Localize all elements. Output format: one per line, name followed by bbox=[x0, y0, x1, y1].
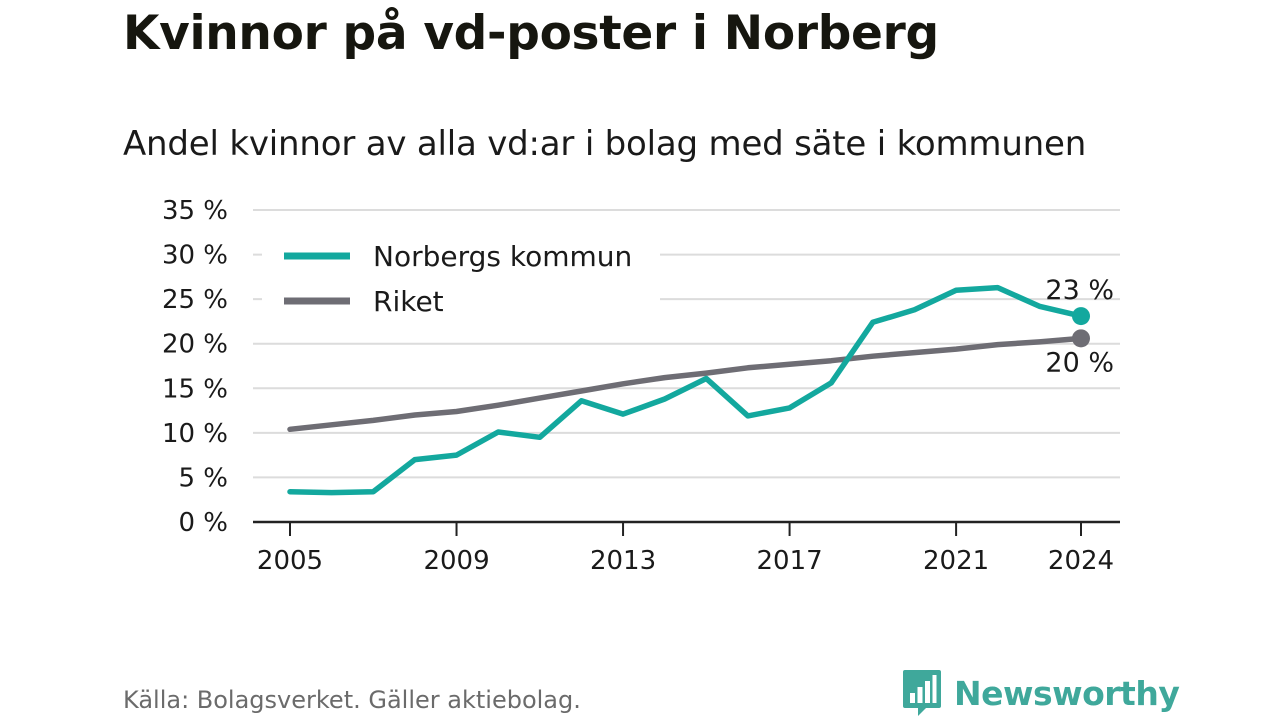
y-tick-label: 5 % bbox=[178, 463, 228, 493]
x-tick-label: 2024 bbox=[1048, 546, 1114, 576]
legend-label: Riket bbox=[373, 285, 444, 318]
y-axis-ticks: 0 % 5 % 10 % 15 % 20 % 25 % 30 % 35 % bbox=[162, 196, 228, 538]
brand-logo[interactable]: Newsworthy bbox=[902, 668, 1180, 718]
y-tick-label: 30 % bbox=[162, 241, 228, 271]
y-tick-label: 35 % bbox=[162, 196, 228, 226]
legend: Norbergs kommun Riket bbox=[262, 232, 660, 322]
series-end-point bbox=[1072, 329, 1090, 348]
y-tick-label: 15 % bbox=[162, 374, 228, 404]
series-lines bbox=[287, 284, 1090, 496]
x-tick-label: 2013 bbox=[590, 546, 656, 576]
y-tick-label: 0 % bbox=[178, 508, 228, 538]
series-end-label: 23 % bbox=[1045, 275, 1114, 306]
series-end-point bbox=[1072, 307, 1090, 326]
end-labels: 23 % 20 % bbox=[1045, 275, 1114, 378]
series-end-label: 20 % bbox=[1045, 347, 1114, 378]
source-note: Källa: Bolagsverket. Gäller aktiebolag. bbox=[123, 686, 581, 714]
brand-name: Newsworthy bbox=[954, 673, 1180, 713]
y-tick-label: 20 % bbox=[162, 330, 228, 360]
x-tick-label: 2005 bbox=[257, 546, 323, 576]
newsworthy-logo-icon bbox=[903, 670, 941, 716]
series-line bbox=[287, 335, 1084, 433]
x-tick-label: 2021 bbox=[923, 546, 989, 576]
x-tick-label: 2009 bbox=[423, 546, 489, 576]
chart-title: Kvinnor på vd-poster i Norberg bbox=[123, 6, 939, 61]
legend-label: Norbergs kommun bbox=[373, 240, 632, 273]
chart-subtitle: Andel kvinnor av alla vd:ar i bolag med … bbox=[123, 124, 1087, 164]
y-tick-label: 10 % bbox=[162, 419, 228, 449]
legend-background bbox=[262, 232, 660, 322]
series-line bbox=[287, 284, 1084, 496]
x-tick-label: 2017 bbox=[756, 546, 822, 576]
x-axis: 2005 2009 2013 2017 2021 2024 bbox=[253, 520, 1120, 576]
y-tick-label: 25 % bbox=[162, 285, 228, 315]
